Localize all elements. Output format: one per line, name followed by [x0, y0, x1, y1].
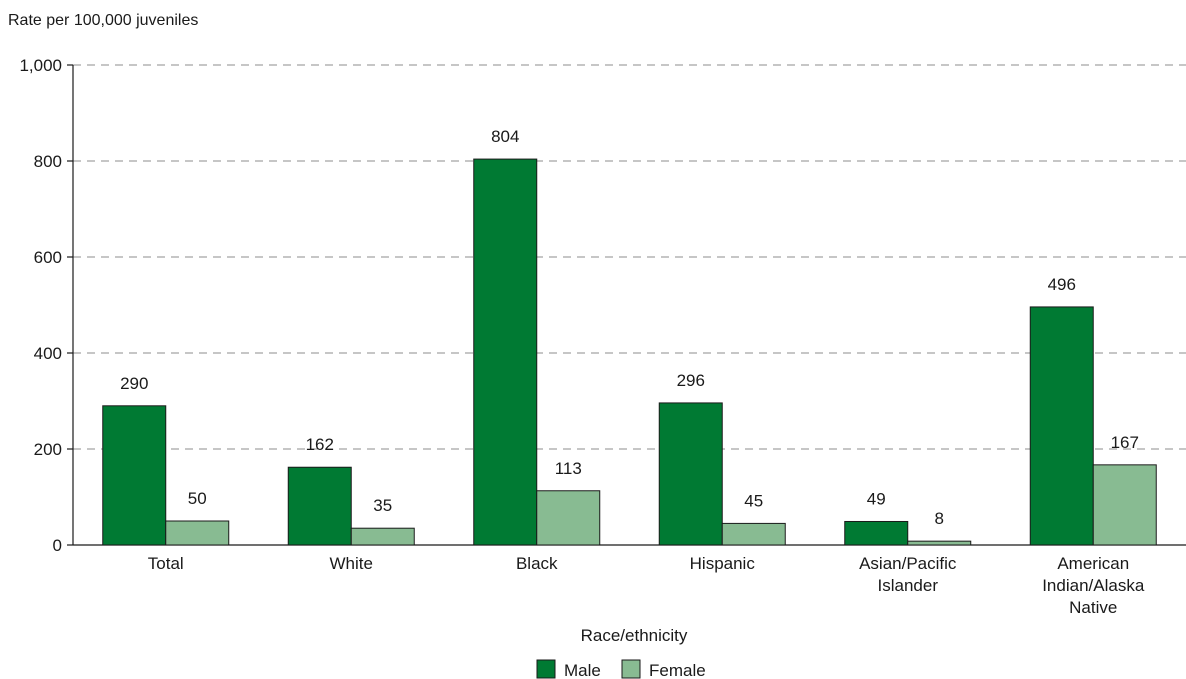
data-label: 50 — [188, 489, 207, 508]
y-tick-label: 1,000 — [19, 56, 62, 75]
category-label-line: Indian/Alaska — [1042, 576, 1145, 595]
category-label: Hispanic — [690, 554, 756, 573]
category-labels: Total White Black Hispanic Asian/Pacific Isla… — [148, 554, 1145, 617]
category-label-line: Black — [516, 554, 558, 573]
category-label-line: Islander — [878, 576, 939, 595]
data-label: 290 — [120, 374, 148, 393]
data-label: 296 — [677, 371, 705, 390]
category-label-line: Asian/Pacific — [859, 554, 957, 573]
bar-male — [102, 405, 167, 546]
bar-male — [287, 466, 352, 546]
y-tick-label: 600 — [34, 248, 62, 267]
category-label-line: Total — [148, 554, 184, 573]
category-label-line: Hispanic — [690, 554, 756, 573]
data-label: 45 — [744, 491, 763, 510]
legend-label-male: Male — [564, 661, 601, 679]
bar-female — [536, 490, 601, 546]
y-tick-label: 0 — [53, 536, 62, 555]
bar-male — [1029, 306, 1094, 546]
category-label-line: Native — [1069, 598, 1117, 617]
category-label: Asian/Pacific Islander — [859, 554, 957, 595]
y-tick-label: 800 — [34, 152, 62, 171]
bars — [102, 158, 1157, 546]
data-label: 8 — [935, 509, 944, 528]
category-label-line: American — [1057, 554, 1129, 573]
data-labels: 290 50 162 35 804 113 296 45 49 8 496 167 — [120, 127, 1139, 528]
legend: Male Female — [536, 659, 706, 679]
y-tick-label: 400 — [34, 344, 62, 363]
data-label: 49 — [867, 489, 886, 508]
bar-female — [1092, 464, 1157, 546]
y-tick-label: 200 — [34, 440, 62, 459]
category-label: American Indian/Alaska Native — [1042, 554, 1145, 617]
bar-female — [165, 520, 230, 546]
bar-female — [350, 527, 415, 546]
data-label: 804 — [491, 127, 519, 146]
legend-swatch-male — [536, 659, 556, 679]
bar-female — [907, 540, 972, 546]
y-axis-ticks: 0 200 400 600 800 1,000 — [19, 56, 1186, 555]
data-label: 167 — [1111, 433, 1139, 452]
legend-label-female: Female — [649, 661, 706, 679]
y-axis-title: Rate per 100,000 juveniles — [8, 12, 198, 29]
x-axis-title: Race/ethnicity — [581, 626, 688, 645]
bar-female — [721, 522, 786, 546]
category-label: Total — [148, 554, 184, 573]
gridlines — [73, 64, 1186, 450]
data-label: 113 — [555, 459, 582, 478]
data-label: 35 — [373, 496, 392, 515]
category-label: White — [330, 554, 373, 573]
bar-male — [844, 520, 909, 546]
bar-male — [658, 402, 723, 546]
data-label: 162 — [306, 435, 334, 454]
data-label: 496 — [1048, 275, 1076, 294]
category-label: Black — [516, 554, 558, 573]
category-label-line: White — [330, 554, 373, 573]
legend-swatch-female — [621, 659, 641, 679]
bar-male — [473, 158, 538, 546]
